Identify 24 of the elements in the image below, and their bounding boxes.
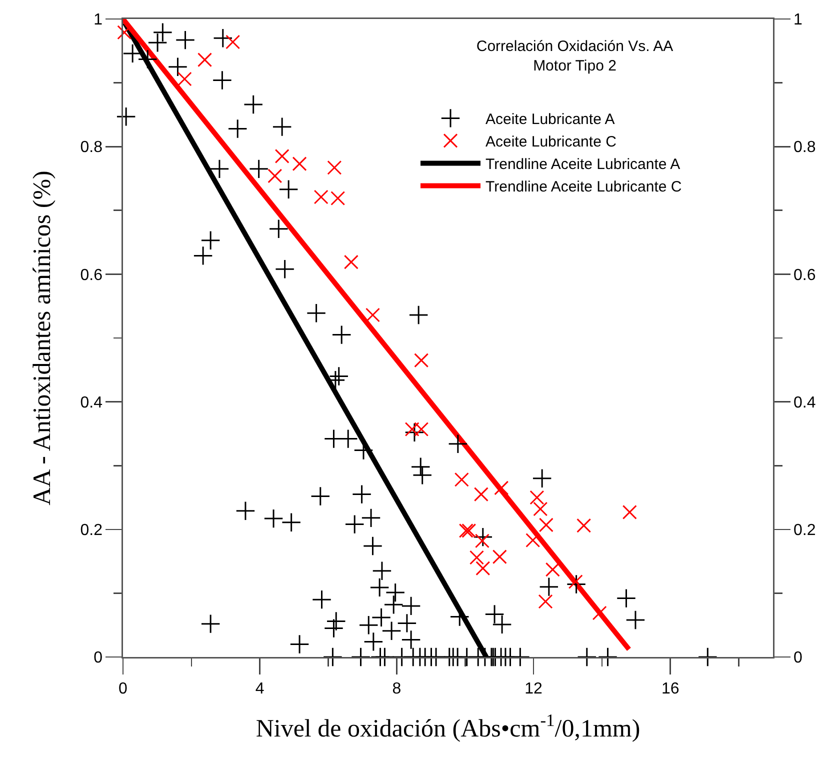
legend-label: Trendline Aceite Lubricante C <box>486 178 682 196</box>
x-tick-label: 12 <box>524 680 543 698</box>
y2-tick-label: 0.6 <box>794 266 816 284</box>
y2-tick-label: 0.2 <box>794 522 816 539</box>
legend-label: Aceite Lubricante A <box>486 111 615 128</box>
y-tick-label: 1 <box>94 12 103 29</box>
legend-label: Trendline Aceite Lubricante A <box>486 156 680 174</box>
y-tick-label: 0 <box>94 650 103 667</box>
x-tick-label: 0 <box>118 680 128 698</box>
y2-tick-label: 0.4 <box>794 394 816 412</box>
y2-tick-label: 0.8 <box>794 139 816 156</box>
x-axis-title: Nivel de oxidación (Abs•cm$^{-1}$/0,1mm) <box>256 710 640 742</box>
y-tick-label: 0.2 <box>80 522 103 539</box>
y-axis-title: AA - Antioxidantes amínicos (%) <box>29 170 56 506</box>
x-tick-label: 8 <box>392 680 402 698</box>
y-tick-label: 0.8 <box>80 139 103 156</box>
legend-label: Aceite Lubricante C <box>486 134 617 151</box>
x-tick-label: 4 <box>255 680 264 698</box>
y-tick-label: 0.6 <box>80 266 103 284</box>
y-tick-label: 0.4 <box>80 394 103 412</box>
text: Correlación Oxidación Vs. AA Motor Tipo 2 <box>476 38 674 74</box>
y2-tick-label: 1 <box>794 12 802 29</box>
x-tick-label: 16 <box>661 680 680 698</box>
y2-tick-label: 0 <box>794 650 802 667</box>
